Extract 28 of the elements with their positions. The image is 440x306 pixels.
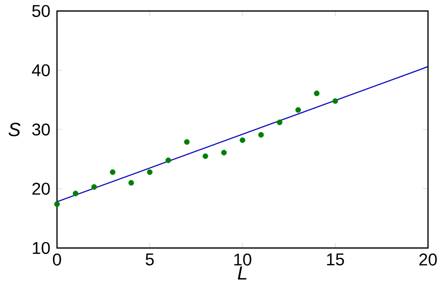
y-tick-label: 40: [32, 64, 50, 76]
point: [221, 150, 227, 156]
point: [202, 153, 208, 159]
x-tick-label: 20: [419, 254, 437, 266]
y-tick-label: 20: [32, 182, 50, 195]
x-axis-title: L: [238, 266, 246, 280]
point: [258, 132, 264, 138]
x-tick-label: 10: [234, 254, 252, 266]
y-tick-label: 10: [32, 242, 50, 254]
x-tick-label: 15: [327, 254, 344, 266]
point: [314, 90, 320, 96]
y-tick-label: 30: [32, 123, 50, 136]
point: [184, 139, 190, 145]
point: [240, 137, 246, 143]
point: [166, 158, 172, 164]
y-axis-title: S: [8, 122, 20, 136]
point: [295, 107, 301, 113]
point: [276, 120, 282, 126]
point: [91, 184, 97, 190]
y-tick-label: 50: [32, 4, 50, 18]
point: [146, 169, 153, 175]
x-tick-label: 5: [146, 254, 154, 266]
point: [110, 169, 116, 175]
x-tick-label: 0: [52, 254, 62, 266]
point: [72, 190, 78, 196]
point: [128, 180, 134, 186]
point: [54, 201, 60, 207]
point: [332, 98, 338, 104]
